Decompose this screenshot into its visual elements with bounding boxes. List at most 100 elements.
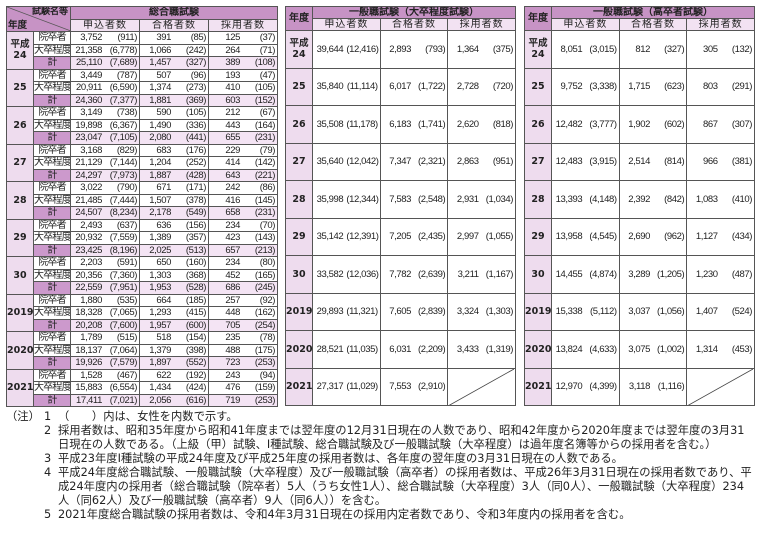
table-row: 30 33,582 (12,036) 7,782 (2,639) 3,211 (1,167): [285, 255, 516, 294]
female-count-cell: (600): [174, 318, 209, 332]
female-count-cell: (80): [243, 256, 278, 270]
ippan-kousotsu-table: 年度 一般職試験（高卒者試験） 申込者数 合格者数 採用者数 平成 24 8,05…: [524, 6, 755, 406]
year-cell: 2021: [6, 368, 34, 407]
value-cell: 20,356: [70, 268, 105, 282]
note-text: 平成24年度総合職試験、一般職試験（大卒程度）及び一般職試験（高卒者）の採用者数…: [58, 466, 752, 507]
female-count-cell: (96): [174, 68, 209, 82]
value-cell: 1,389: [139, 231, 174, 245]
year-cell: 平成 24: [285, 30, 313, 69]
value-cell: 33,582: [312, 255, 347, 294]
year-cell: 26: [524, 105, 552, 144]
female-count-cell: (67): [243, 106, 278, 120]
value-cell: 21,358: [70, 43, 105, 57]
value-cell: 7,605: [379, 292, 414, 331]
female-count-cell: (1,167): [481, 255, 516, 294]
value-cell: 2,392: [618, 180, 653, 219]
female-count-cell: (410): [720, 180, 755, 219]
year-cell: 2020: [285, 330, 313, 369]
female-count-cell: (6,367): [105, 118, 140, 132]
note-number: 3: [44, 452, 52, 465]
female-count-cell: (11,178): [346, 105, 381, 144]
female-count-cell: (231): [243, 131, 278, 145]
female-count-cell: (2,910): [413, 367, 449, 406]
table-row: 30 14,455 (4,874) 3,289 (1,205) 1,230 (487): [524, 255, 755, 294]
value-cell: 812: [618, 30, 653, 69]
table-row: 平成 24 8,051 (3,015) 812 (327) 305 (132): [524, 30, 755, 69]
value-cell: 643: [208, 168, 243, 182]
table-row: 2019 15,338 (5,112) 3,037 (1,056) 1,407 (524): [524, 292, 755, 331]
female-count-cell: (369): [174, 93, 209, 107]
value-cell: 3,324: [447, 292, 482, 331]
header-hired: 採用者数: [447, 18, 516, 31]
female-count-cell: (7,600): [105, 318, 140, 332]
year-cell: 27: [285, 142, 313, 181]
female-count-cell: (291): [720, 67, 755, 106]
value-cell: 25,110: [70, 56, 105, 70]
value-cell: 1,407: [686, 292, 721, 331]
category-cell: 計: [33, 318, 71, 332]
female-count-cell: (71): [243, 43, 278, 57]
note-number: 5: [44, 508, 52, 521]
value-cell: 3,037: [618, 292, 653, 331]
table-row: 計 20,208 (7,600) 1,957 (600) 705 (254): [7, 318, 278, 332]
category-cell: 院卒者: [33, 368, 71, 382]
table-row: 大卒程度 21,485 (7,444) 1,507 (378) 416 (145): [7, 193, 278, 207]
value-cell: 2,025: [139, 243, 174, 257]
female-count-cell: (398): [174, 343, 209, 357]
value-cell: 23,047: [70, 131, 105, 145]
value-cell: 20,208: [70, 318, 105, 332]
value-cell: 13,958: [551, 217, 586, 256]
female-count-cell: (1,116): [652, 367, 688, 406]
header-passed: 合格者数: [139, 18, 209, 32]
value-cell: 234: [208, 218, 243, 232]
value-cell: 658: [208, 206, 243, 220]
female-count-cell: (70): [243, 218, 278, 232]
header-applicants: 申込者数: [70, 18, 140, 32]
value-cell: 125: [208, 31, 243, 45]
female-count-cell: (132): [720, 30, 755, 69]
female-count-cell: (254): [243, 318, 278, 332]
value-cell: 507: [139, 68, 174, 82]
female-count-cell: (2,435): [413, 217, 449, 256]
table-row: 28 院卒者 3,022 (790) 671 (171) 242 (86): [6, 181, 278, 220]
category-cell: 大卒程度: [33, 381, 71, 395]
value-cell: 723: [208, 356, 243, 370]
category-cell: 大卒程度: [33, 193, 71, 207]
female-count-cell: (4,148): [585, 180, 620, 219]
value-cell: 3,449: [70, 68, 105, 82]
female-count-cell: (273): [174, 81, 209, 95]
value-cell: 2,080: [139, 131, 174, 145]
female-count-cell: (242): [174, 43, 209, 57]
female-count-cell: (814): [652, 142, 688, 181]
corner-bottom-label: 年度: [8, 20, 28, 31]
year-cell: 26: [285, 105, 313, 144]
value-cell: 1,528: [70, 368, 105, 382]
female-count-cell: (790): [105, 181, 140, 195]
female-count-cell: (142): [243, 156, 278, 170]
year-cell: 2021: [524, 367, 552, 406]
value-cell: 636: [139, 218, 174, 232]
female-count-cell: (623): [652, 67, 688, 106]
table-row: 大卒程度 15,883 (6,554) 1,434 (424) 476 (159): [7, 381, 278, 395]
female-count-cell: (3,915): [585, 142, 620, 181]
notes-label: （注）: [6, 410, 40, 423]
header-hired: 採用者数: [686, 18, 755, 31]
value-cell: 229: [208, 143, 243, 157]
value-cell: 13,393: [551, 180, 586, 219]
value-cell: 1,374: [139, 81, 174, 95]
female-count-cell: (11,029): [346, 367, 381, 406]
category-cell: 大卒程度: [33, 81, 71, 95]
female-count-cell: (12,042): [346, 142, 381, 181]
year-cell: 2019: [524, 292, 552, 331]
table-row: 30 院卒者 2,203 (591) 650 (160) 234 (80): [6, 256, 278, 295]
female-count-cell: (842): [652, 180, 688, 219]
female-count-cell: (245): [243, 281, 278, 295]
value-cell: 2,863: [447, 142, 482, 181]
table-row: 2019 院卒者 1,880 (535) 664 (185) 257 (92): [6, 293, 278, 332]
female-count-cell: (515): [105, 331, 140, 345]
table-row: 29 13,958 (4,545) 2,690 (962) 1,127 (434): [524, 217, 755, 256]
female-count-cell: (357): [174, 231, 209, 245]
note-text: 採用者数は、昭和35年度から昭和41年度までは翌年度の12月31日現在の人数であ…: [58, 424, 745, 451]
category-cell: 院卒者: [33, 293, 71, 307]
header-passed: 合格者数: [379, 18, 449, 31]
